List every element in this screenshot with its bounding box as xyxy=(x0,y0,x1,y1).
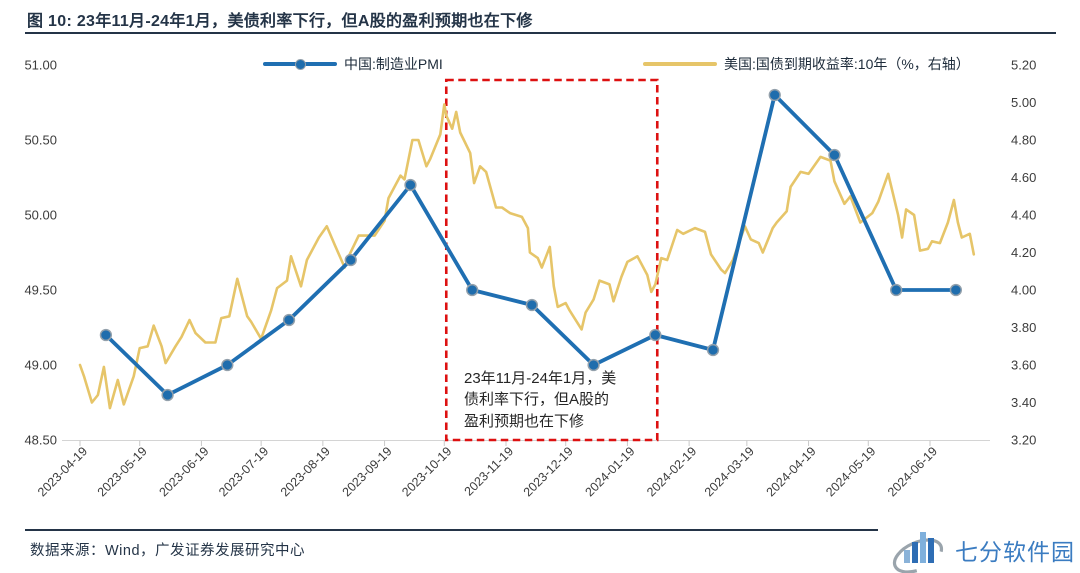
legend-label-yield: 美国:国债到期收益率:10年（%，右轴） xyxy=(724,56,970,72)
pmi-marker xyxy=(221,358,234,372)
pmi-marker-icon xyxy=(295,58,306,70)
left-axis-label: 50.50 xyxy=(24,133,57,148)
left-axis-label: 49.00 xyxy=(24,358,57,373)
pmi-marker xyxy=(890,283,903,297)
x-axis-label: 2024-06-19 xyxy=(885,444,940,499)
pmi-marker xyxy=(161,388,174,402)
x-axis-label: 2024-05-19 xyxy=(823,444,878,499)
footer-divider xyxy=(25,529,878,531)
left-axis-label: 49.50 xyxy=(24,283,57,298)
site-watermark[interactable]: 七分软件园 xyxy=(891,526,1075,573)
pmi-marker xyxy=(282,313,296,327)
pmi-marker xyxy=(949,283,963,297)
legend-label-pmi: 中国:制造业PMI xyxy=(344,56,443,72)
left-axis-label: 50.00 xyxy=(24,208,57,223)
legend-item-yield[interactable]: 美国:国债到期收益率:10年（%，右轴） xyxy=(643,54,970,74)
x-axis-label: 2023-11-19 xyxy=(462,444,516,498)
right-axis-label: 3.60 xyxy=(1011,358,1036,373)
right-axis-label: 4.00 xyxy=(1011,283,1036,298)
right-axis-label: 5.20 xyxy=(1011,58,1036,73)
right-axis-label: 5.00 xyxy=(1011,95,1036,110)
logo-bars-icon xyxy=(892,532,944,573)
x-axis-label: 2023-06-19 xyxy=(156,444,211,499)
right-axis-label: 4.60 xyxy=(1011,170,1036,185)
x-axis-label: 2023-12-19 xyxy=(521,444,576,499)
yield-line-swatch-icon xyxy=(643,62,717,66)
logo-text: 七分软件园 xyxy=(955,538,1075,565)
right-axis-label: 3.20 xyxy=(1011,433,1036,448)
pmi-line-swatch-icon xyxy=(263,58,337,70)
right-axis-label: 4.40 xyxy=(1011,208,1036,223)
x-axis-label: 2024-03-19 xyxy=(702,444,757,499)
x-axis-label: 2023-05-19 xyxy=(95,444,150,499)
left-axis-label: 48.50 xyxy=(24,433,57,448)
figure-title: 图 10: 23年11月-24年1月，美债利率下行，但A股的盈利预期也在下修 xyxy=(27,13,533,30)
pmi-marker xyxy=(99,328,113,342)
x-axis-label: 2023-08-19 xyxy=(278,444,333,499)
x-axis-label: 2023-04-19 xyxy=(35,444,90,499)
pmi-marker xyxy=(828,148,841,162)
right-axis-label: 4.80 xyxy=(1011,133,1036,148)
pmi-marker xyxy=(525,298,539,312)
data-source-note: 数据来源：Wind，广发证券发展研究中心 xyxy=(30,543,306,559)
legend-item-pmi[interactable]: 中国:制造业PMI xyxy=(263,54,443,74)
pmi-marker xyxy=(587,358,600,372)
x-axis-label: 2024-01-19 xyxy=(582,444,637,499)
x-axis-label: 2024-02-19 xyxy=(644,444,699,499)
pmi-line xyxy=(104,93,958,397)
x-axis-label: 2023-09-19 xyxy=(340,444,395,499)
pmi-marker xyxy=(768,88,781,102)
left-axis-label: 51.00 xyxy=(24,58,57,73)
yield-line xyxy=(78,103,976,410)
x-axis-label: 2023-07-19 xyxy=(216,444,271,499)
x-axis-label: 2023-10-19 xyxy=(399,444,454,499)
right-axis-label: 3.80 xyxy=(1011,320,1036,335)
pmi-marker xyxy=(649,328,662,342)
pmi-marker xyxy=(344,253,357,267)
x-axis-label: 2024-04-19 xyxy=(764,444,819,499)
title-divider xyxy=(25,32,1056,34)
pmi-marker xyxy=(466,283,479,297)
right-axis-label: 4.20 xyxy=(1011,245,1036,260)
right-axis-label: 3.40 xyxy=(1011,395,1036,410)
pmi-marker xyxy=(706,343,720,357)
chart-legend: 中国:制造业PMI 美国:国债到期收益率:10年（%，右轴） xyxy=(0,54,1080,74)
pmi-marker xyxy=(404,178,417,192)
highlight-rect xyxy=(444,78,659,442)
